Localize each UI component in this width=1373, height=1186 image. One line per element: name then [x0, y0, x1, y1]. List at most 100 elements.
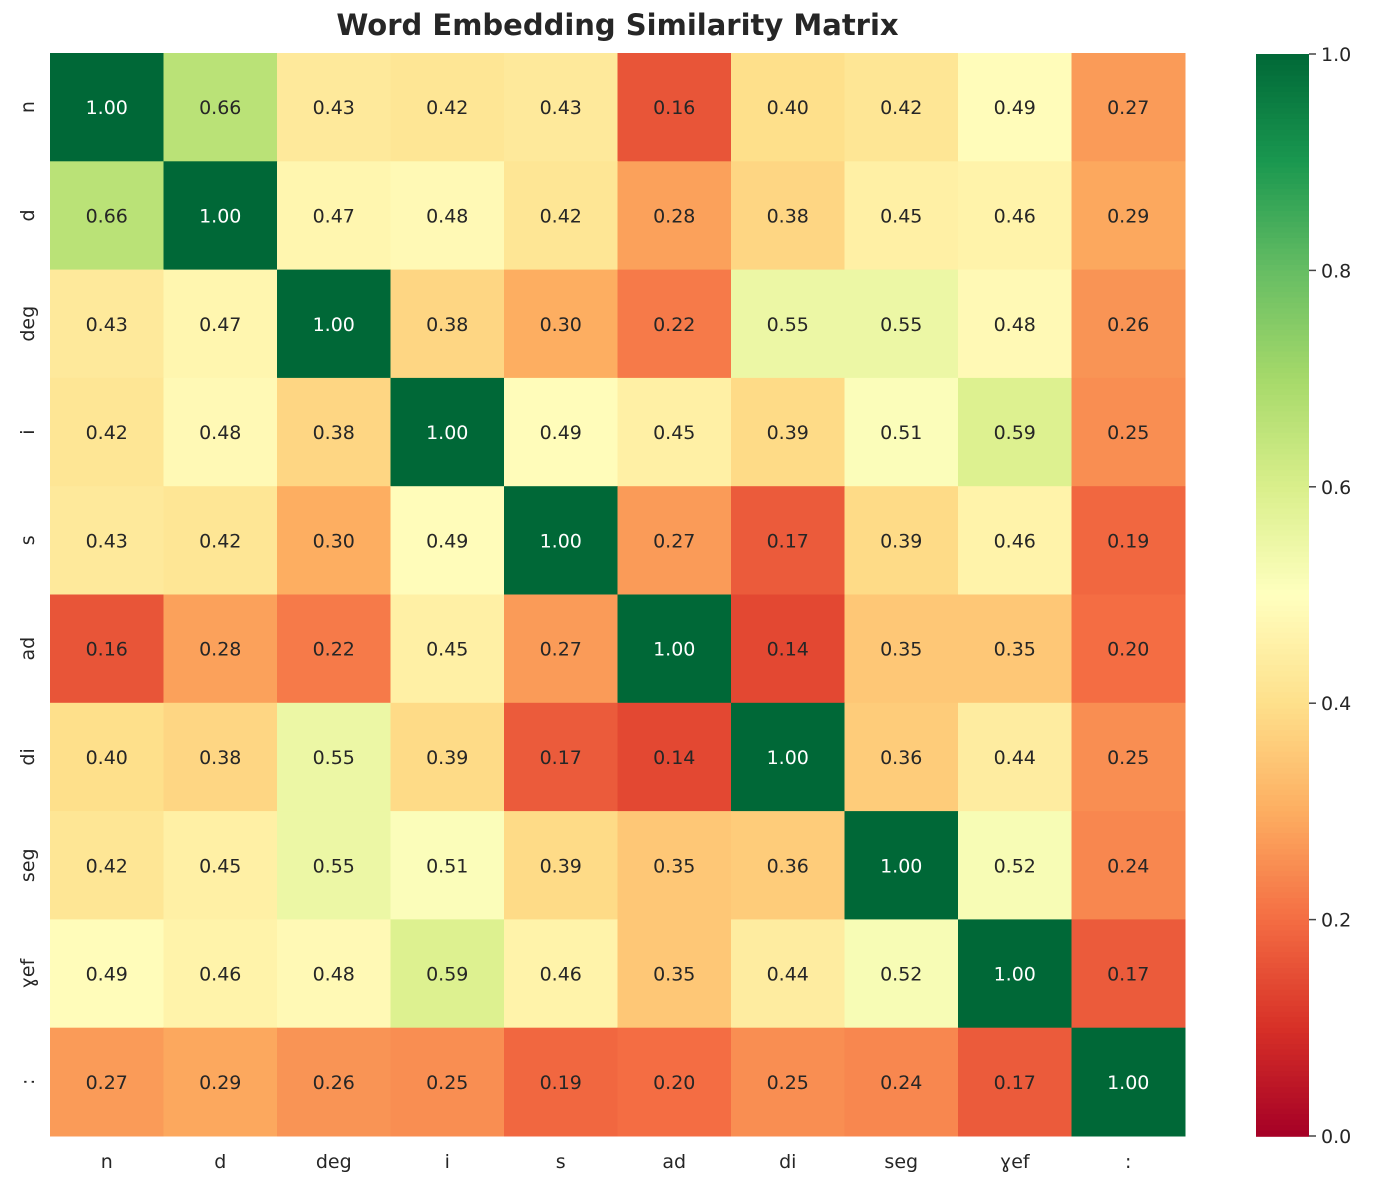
heatmap-cell: [1071, 269, 1186, 379]
colorbar-segment: [1256, 784, 1309, 791]
heatmap-cell: [277, 702, 391, 812]
cell-label: 0.16: [653, 97, 695, 119]
cell-label: 0.35: [880, 639, 922, 661]
colorbar-segment: [1256, 1065, 1309, 1072]
colorbar-segment: [1256, 183, 1309, 191]
heatmap-cell: [731, 1027, 845, 1137]
colorbar-segment: [1256, 805, 1309, 813]
colorbar-segment: [1256, 302, 1309, 310]
cell-label: 0.48: [994, 314, 1036, 336]
colorbar-segment: [1256, 627, 1309, 634]
colorbar-segment: [1256, 102, 1309, 109]
colorbar-segment: [1256, 622, 1309, 629]
cell-label: 0.29: [199, 1072, 241, 1094]
colorbar-tick-label: 0.2: [1321, 910, 1351, 932]
cell-label: 1.00: [426, 422, 468, 444]
colorbar-segment: [1256, 567, 1309, 575]
colorbar-segment: [1256, 833, 1309, 840]
colorbar-segment: [1256, 1006, 1309, 1013]
heatmap-cell: [504, 594, 618, 704]
heatmap-cell: [844, 919, 959, 1029]
colorbar-segment: [1256, 811, 1309, 818]
cell-label: 0.55: [313, 855, 355, 877]
colorbar-segment: [1256, 200, 1309, 207]
colorbar-segment: [1256, 281, 1309, 288]
colorbar-segment: [1256, 167, 1309, 174]
cell-label: 1.00: [653, 639, 695, 661]
cell-label: 0.46: [199, 964, 241, 986]
cell-label: 0.20: [1107, 639, 1149, 661]
colorbar-segment: [1256, 686, 1309, 694]
colorbar-segment: [1256, 714, 1309, 721]
y-tick-label: ɣef: [17, 957, 39, 988]
cell-label: 0.66: [86, 205, 128, 227]
cell-label: 0.17: [1107, 964, 1149, 986]
cell-label: 0.66: [199, 97, 241, 119]
colorbar-segment: [1256, 81, 1309, 88]
colorbar-segment: [1256, 827, 1309, 834]
cell-label: 0.27: [540, 639, 582, 661]
colorbar-segment: [1256, 557, 1309, 564]
colorbar-segment: [1256, 919, 1309, 926]
colorbar-segment: [1256, 373, 1309, 380]
heatmap-cell: [731, 161, 845, 271]
colorbar-segment: [1256, 800, 1309, 807]
heatmap-cell: [504, 161, 618, 271]
heatmap-cell: [163, 161, 278, 271]
cell-label: 0.49: [994, 97, 1036, 119]
heatmap-cell: [958, 811, 1072, 920]
colorbar-segment: [1256, 1081, 1309, 1089]
heatmap-cell: [617, 1027, 732, 1137]
heatmap-cell: [390, 53, 505, 162]
colorbar-segment: [1256, 319, 1309, 326]
cell-label: 1.00: [313, 314, 355, 336]
heatmap-cell: [1071, 486, 1186, 595]
heatmap-cell: [617, 702, 732, 812]
colorbar-segment: [1256, 887, 1309, 894]
x-tick-label: d: [214, 1151, 226, 1173]
cell-label: 0.38: [767, 205, 809, 227]
colorbar-segment: [1256, 108, 1309, 115]
heatmap-cell: [163, 1027, 278, 1137]
heatmap-cell: [504, 377, 618, 487]
heatmap-cell: [1071, 919, 1186, 1029]
colorbar-segment: [1256, 259, 1309, 266]
heatmap-cell: [731, 594, 845, 704]
colorbar-segment: [1256, 178, 1309, 185]
colorbar-segment: [1256, 822, 1309, 829]
colorbar-segment: [1256, 724, 1309, 732]
cell-label: 0.14: [767, 639, 809, 661]
colorbar-tick-label: 0.8: [1321, 260, 1351, 282]
cell-label: 0.44: [767, 964, 809, 986]
cell-label: 0.30: [540, 314, 582, 336]
colorbar-segment: [1256, 616, 1309, 623]
colorbar-segment: [1256, 194, 1309, 201]
heatmap-cell: [731, 919, 845, 1029]
colorbar-segment: [1256, 492, 1309, 499]
x-tick-label: ad: [662, 1151, 686, 1173]
heatmap-cell: [504, 269, 618, 379]
heatmap-cell: [390, 594, 505, 704]
colorbar-segment: [1256, 140, 1309, 147]
colorbar-segment: [1256, 524, 1309, 531]
colorbar-segment: [1256, 335, 1309, 342]
heatmap-cell: [1071, 161, 1186, 271]
heatmap-cell: [50, 53, 164, 162]
colorbar-segment: [1256, 324, 1309, 331]
x-tick-label: s: [556, 1151, 566, 1173]
colorbar-segment: [1256, 340, 1309, 347]
heatmap-cell: [958, 161, 1072, 271]
heatmap-cell: [504, 811, 618, 920]
colorbar-segment: [1256, 481, 1309, 488]
cell-label: 0.38: [199, 747, 241, 769]
cell-label: 0.28: [199, 639, 241, 661]
colorbar-segment: [1256, 216, 1309, 223]
colorbar-segment: [1256, 757, 1309, 764]
cell-label: 0.17: [540, 747, 582, 769]
colorbar-segment: [1256, 173, 1309, 180]
colorbar-segment: [1256, 870, 1309, 878]
colorbar-tick-label: 0.6: [1321, 477, 1351, 499]
colorbar-segment: [1256, 465, 1309, 472]
colorbar-segment: [1256, 670, 1309, 677]
colorbar-segment: [1256, 459, 1309, 466]
